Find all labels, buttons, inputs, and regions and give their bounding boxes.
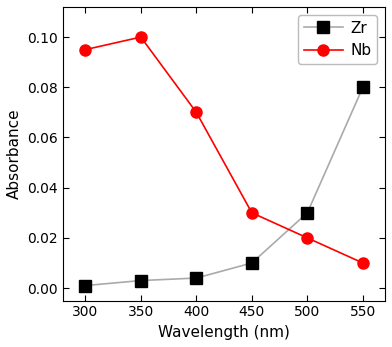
Zr [361, 85, 365, 90]
Zr [194, 276, 199, 280]
Nb [361, 261, 365, 265]
Zr [249, 261, 254, 265]
Legend: Zr, Nb: Zr, Nb [298, 15, 377, 65]
Line: Nb: Nb [80, 32, 368, 269]
X-axis label: Wavelength (nm): Wavelength (nm) [158, 325, 290, 340]
Nb [194, 110, 199, 115]
Nb [138, 35, 143, 39]
Nb [83, 48, 88, 52]
Y-axis label: Absorbance: Absorbance [7, 109, 22, 199]
Nb [305, 236, 310, 240]
Line: Zr: Zr [80, 82, 368, 291]
Zr [138, 279, 143, 283]
Zr [305, 211, 310, 215]
Nb [249, 211, 254, 215]
Zr [83, 283, 88, 288]
